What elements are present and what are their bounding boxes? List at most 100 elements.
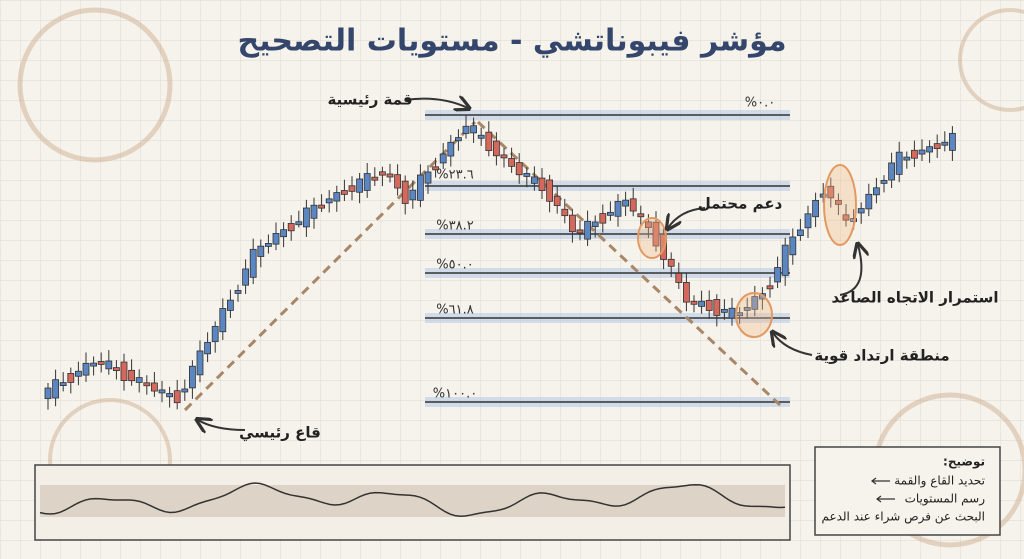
candle-body [675,272,683,283]
candle-body [485,131,493,152]
candle-body [667,258,675,267]
candle-body [432,166,440,171]
candle-body [173,390,181,404]
candle-body [819,193,827,198]
candles [44,115,956,410]
candle-body [348,185,356,192]
candle-body [219,308,227,333]
candle-body [705,299,713,311]
candle-body [576,229,584,234]
candle-body [865,193,873,210]
candle-body [333,192,341,202]
candle-body [515,162,523,176]
candle-body [105,360,113,370]
candle-body [264,243,272,247]
candle-body [287,223,295,232]
annotation: منطقة ارتداد قوية [814,347,949,365]
candle-body [652,221,660,247]
candle-body [75,370,82,377]
candle-body [842,214,850,221]
candle-body [371,176,379,181]
candle-body [546,179,553,202]
candle-body [234,290,242,294]
legend-title: توضيح: [943,455,985,470]
candle-body [120,361,128,382]
candle-body [97,361,105,365]
candle-body [82,362,90,376]
candle-body [850,218,857,222]
candle-body [698,300,705,307]
candle-body [827,185,835,199]
candle-body [766,285,774,290]
candle-body [531,176,538,184]
candle-body [569,214,576,233]
candle-body [386,173,394,178]
candle-body [363,173,371,191]
candle-body [903,156,911,161]
highlights [637,164,857,338]
annotation: قاع رئيسي [239,424,321,442]
candle-body [918,149,926,155]
candle-body [378,171,386,176]
candle-body [789,236,797,256]
legend-item: البحث عن فرص شراء عند الدعم [821,510,985,525]
candle-body [721,308,728,313]
candle-body [599,213,607,224]
candle-body [622,199,629,207]
annotation: دعم محتمل [698,195,783,213]
candle-body [401,180,409,204]
level-label: %٠.٠ [745,96,775,111]
title: مؤشر فيبوناتشي - مستويات التصحيح [237,24,786,59]
candle-body [188,365,196,389]
candle-body [211,325,219,343]
legend-item: رسم المستويات [905,492,986,507]
candle-body [728,307,736,319]
candle-body [424,171,432,184]
level-label: %٦١.٨ [436,303,473,318]
candle-body [812,199,819,218]
candle-body [713,299,721,316]
trend-dash [476,120,782,407]
candle-body [181,388,189,393]
candle-body [90,362,97,367]
candle-body [447,141,455,157]
candle-body [52,379,59,399]
candle-body [774,267,781,283]
candle-body [926,146,933,153]
candle-body [835,199,842,205]
candle-body [340,190,348,195]
candle-body [949,132,956,151]
candle-body [614,200,622,217]
annotation: قمة رئيسية [327,91,412,109]
candle-body [67,373,75,383]
candle-body [318,204,326,209]
candle-body [59,382,67,386]
candle-body [629,198,637,212]
candle-body [500,154,508,159]
candle-body [242,268,250,286]
fib-levels [425,110,790,407]
candle-body [150,382,158,392]
candle-body [645,221,652,229]
candle-body [158,389,166,394]
candle-body [933,143,941,150]
legend-arrows [871,477,895,503]
trend-dash [183,120,477,412]
candle-body [295,221,303,226]
candle-body [751,296,759,310]
candle-body [249,248,257,278]
oscillator-band [40,485,785,517]
candle-body [454,137,462,142]
candle-body [895,151,903,175]
candle-body [166,393,174,398]
candle-body [128,369,136,382]
annotation: استمرار الاتجاه الصاعد [832,289,999,307]
candle-body [439,153,447,164]
candle-body [280,229,288,238]
level-label: %٣٨.٢ [436,219,473,234]
candle-body [523,173,531,177]
candle-body [462,125,470,134]
candle-body [356,178,364,193]
candle-body [44,387,52,400]
